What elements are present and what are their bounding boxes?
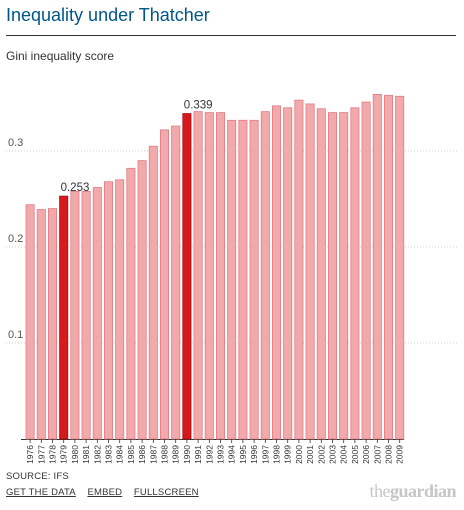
bar-1982 — [92, 187, 102, 440]
bar-1995 — [238, 119, 248, 440]
x-tick-label: 1981 — [81, 445, 91, 464]
x-tick-label: 1977 — [36, 445, 46, 464]
x-tick-label: 1998 — [272, 445, 282, 464]
bar-1992 — [204, 112, 214, 440]
bar-1979 — [59, 195, 69, 440]
x-tick-label: 2004 — [339, 445, 349, 464]
x-tick-label: 1994 — [227, 445, 237, 464]
embed-link[interactable]: EMBED — [87, 487, 123, 498]
x-tick-label: 2003 — [328, 445, 338, 464]
bar-1984 — [115, 179, 125, 440]
bar-1980 — [70, 190, 80, 440]
x-tick-label: 2008 — [384, 445, 394, 464]
bar-1989 — [171, 125, 181, 440]
x-tick-label: 1997 — [260, 445, 270, 464]
x-tick-label: 1989 — [171, 445, 181, 464]
x-tick-label: 1980 — [70, 445, 80, 464]
x-tick-label: 1985 — [126, 445, 136, 464]
y-tick-label: 0.1 — [8, 329, 23, 341]
x-tick-label: 1999 — [283, 445, 293, 464]
fullscreen-link[interactable]: FULLSCREEN — [133, 487, 199, 498]
y-tick-label: 0.3 — [8, 137, 23, 149]
bar-2009 — [395, 95, 405, 440]
bar-1994 — [227, 119, 237, 440]
bar-1996 — [249, 119, 259, 440]
footer-links: GET THE DATA EMBED FULLSCREEN — [6, 487, 208, 498]
bar-2001 — [305, 103, 315, 440]
x-tick-label: 1987 — [148, 445, 158, 464]
bar-1981 — [81, 190, 91, 440]
x-tick-label: 2006 — [361, 445, 371, 464]
x-tick-label: 1976 — [25, 445, 35, 464]
bar-1993 — [215, 112, 225, 440]
bar-2008 — [383, 94, 393, 440]
x-tick-label: 1983 — [104, 445, 114, 464]
source-note: SOURCE: IFS — [6, 471, 69, 482]
bar-1986 — [137, 160, 147, 440]
bar-1983 — [104, 181, 114, 440]
bar-1988 — [159, 129, 169, 440]
get-the-data-link[interactable]: GET THE DATA — [6, 487, 76, 498]
chart-title: Inequality under Thatcher — [6, 5, 210, 25]
y-axis-label: Gini inequality score — [6, 49, 115, 63]
bar-1976 — [25, 204, 35, 440]
x-tick-label: 2002 — [316, 445, 326, 464]
x-tick-label: 1990 — [182, 445, 192, 464]
x-tick-label: 1992 — [204, 445, 214, 464]
x-tick-label: 2000 — [294, 445, 304, 464]
bar-2003 — [327, 112, 337, 440]
bar-1991 — [193, 111, 203, 440]
guardian-logo: theguardian — [369, 481, 456, 501]
bar-1997 — [260, 111, 270, 440]
bar-2000 — [294, 99, 304, 440]
x-tick-label: 1993 — [216, 445, 226, 464]
x-tick-label: 1979 — [59, 445, 69, 464]
x-tick-label: 1986 — [137, 445, 147, 464]
bar-2007 — [372, 93, 382, 440]
bar-1998 — [271, 105, 281, 440]
x-tick-label: 2009 — [395, 445, 405, 464]
bar-2005 — [350, 107, 360, 440]
x-tick-label: 2005 — [350, 445, 360, 464]
bar-1990 — [182, 113, 192, 440]
x-tick-label: 1984 — [115, 445, 125, 464]
x-tick-label: 2007 — [372, 445, 382, 464]
x-tick-label: 1978 — [48, 445, 58, 464]
x-tick-label: 1995 — [238, 445, 248, 464]
bar-1999 — [283, 107, 293, 440]
bar-2006 — [361, 101, 371, 440]
bar-1987 — [148, 145, 158, 440]
title-divider — [6, 35, 456, 36]
bar-1977 — [36, 209, 46, 440]
bar-1978 — [48, 208, 58, 440]
x-tick-label: 2001 — [305, 445, 315, 464]
x-tick-label: 1996 — [249, 445, 259, 464]
x-tick-label: 1991 — [193, 445, 203, 464]
bar-2002 — [316, 108, 326, 440]
x-tick-label: 1988 — [160, 445, 170, 464]
y-tick-label: 0.2 — [8, 233, 23, 245]
data-label: 0.253 — [61, 182, 90, 194]
data-label: 0.339 — [184, 100, 213, 112]
bar-2004 — [339, 112, 349, 440]
x-tick-label: 1982 — [92, 445, 102, 464]
bar-1985 — [126, 167, 136, 440]
